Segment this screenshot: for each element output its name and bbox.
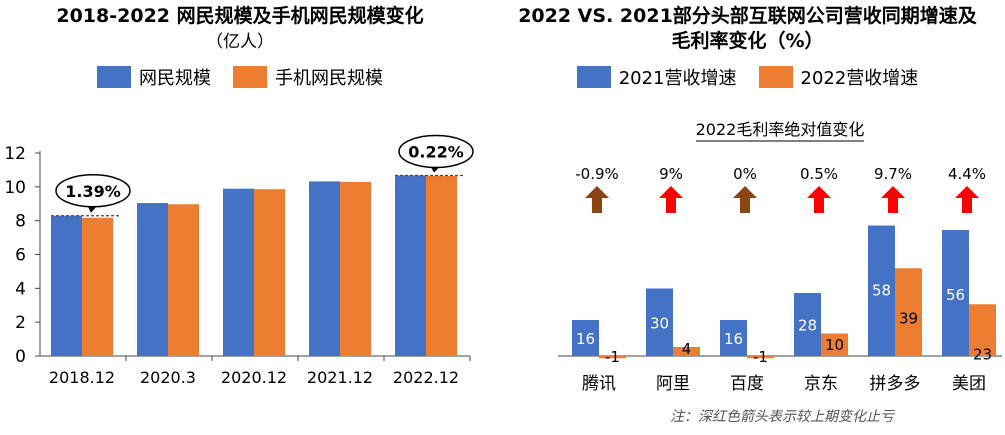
- right-legend: 2021营收增速 2022营收增速: [490, 64, 1005, 90]
- y-tick-label: 12: [4, 144, 26, 164]
- margin-up-arrow-icon: [659, 186, 683, 213]
- bar-mobile-2022.12: [426, 175, 457, 356]
- y-tick-label: 6: [15, 246, 26, 266]
- x-tick-label: 2022.12: [393, 368, 459, 387]
- right-chart-title-line1: 2022 VS. 2021部分头部互联网公司营收同期增速及: [518, 5, 977, 27]
- x-tick-label: 百度: [730, 374, 764, 394]
- margin-change-label: -0.9%: [575, 165, 619, 183]
- margin-change-label: 4.4%: [948, 165, 986, 183]
- x-tick-label: 美团: [952, 374, 986, 394]
- x-tick-label: 2021.12: [307, 368, 373, 387]
- bar-2021-阿里: [646, 288, 673, 356]
- bar-2021-腾讯: [572, 320, 599, 356]
- left-bar-chart: 0 2 4 6 8 10 12 2018.12 2020.3 2020.12 2021.12 2022…: [4, 134, 474, 387]
- bar-label-2021: 28: [798, 317, 817, 335]
- annotation-callout: 1.39%: [55, 174, 131, 213]
- margin-up-arrow-icon: [807, 186, 831, 213]
- y-tick-label: 2: [15, 313, 26, 333]
- margin-heading: 2022毛利率绝对值变化: [696, 120, 865, 139]
- legend-swatch-blue: [576, 66, 611, 88]
- left-legend: 网民规模 手机网民规模: [0, 64, 480, 90]
- y-tick-label: 8: [15, 212, 26, 232]
- bar-mobile-2020.3: [168, 204, 199, 356]
- x-tick-label: 拼多多: [870, 374, 921, 394]
- margin-change-label: 9%: [659, 165, 683, 183]
- margin-up-arrow-icon: [881, 186, 905, 213]
- legend-label: 2021营收增速: [618, 68, 737, 89]
- y-tick-label: 0: [15, 347, 26, 367]
- x-tick-label: 阿里: [656, 374, 690, 394]
- y-tick-label: 4: [15, 279, 26, 299]
- legend-label: 2022营收增速: [800, 68, 919, 89]
- x-tick-label: 2020.12: [221, 368, 287, 387]
- legend-swatch-orange: [233, 66, 267, 88]
- bar-2022-腾讯: [599, 356, 626, 359]
- bar-mobile-2021.12: [340, 181, 371, 356]
- legend-swatch-orange: [758, 66, 793, 88]
- annotation-callout: 0.22%: [398, 134, 474, 173]
- bar-2022-美团: [969, 304, 996, 356]
- margin-up-arrow-icon: [585, 186, 609, 213]
- bar-mobile-2018.12: [82, 217, 113, 356]
- x-tick-label: 2018.12: [49, 368, 115, 387]
- bar-label-2022: 4: [682, 340, 692, 358]
- bar-label-2021: 16: [576, 330, 595, 348]
- bar-netizens-2020.12: [223, 188, 254, 356]
- x-tick-label: 2020.3: [140, 368, 196, 387]
- bar-2021-拼多多: [868, 225, 895, 356]
- bar-2022-百度: [747, 356, 774, 359]
- callout-label: 1.39%: [65, 182, 121, 201]
- callout-ellipse: [398, 134, 474, 169]
- left-chart-subtitle: （亿人）: [206, 32, 274, 52]
- x-tick-label: 京东: [804, 374, 838, 394]
- margin-change-label: 0.5%: [800, 165, 838, 183]
- right-chart-title-line2: 毛利率变化（%）: [671, 30, 824, 52]
- bar-label-2021: 56: [946, 286, 965, 304]
- legend-item-2021: 2021营收增速: [576, 64, 737, 90]
- bar-label-2022: 23: [973, 345, 992, 363]
- y-tick-label: 10: [4, 178, 26, 198]
- bar-netizens-2021.12: [309, 181, 340, 356]
- legend-item-netizens: 网民规模: [97, 64, 211, 90]
- legend-item-mobile-netizens: 手机网民规模: [233, 64, 383, 90]
- legend-item-2022: 2022营收增速: [758, 64, 919, 90]
- bar-netizens-2022.12: [395, 175, 426, 356]
- bar-mobile-2020.12: [254, 189, 285, 356]
- left-chart-title: 2018-2022 网民规模及手机网民规模变化: [56, 5, 424, 27]
- legend-label: 网民规模: [139, 68, 211, 89]
- bar-label-2021: 30: [650, 314, 669, 332]
- bar-label-2021: 16: [724, 330, 743, 348]
- legend-swatch-blue: [97, 66, 131, 88]
- bar-label-2022: 10: [825, 336, 844, 354]
- bar-2022-阿里: [673, 347, 700, 356]
- left-chart-panel: 2018-2022 网民规模及手机网民规模变化 （亿人） 网民规模 手机网民规模…: [0, 0, 480, 435]
- legend-label: 手机网民规模: [275, 68, 383, 89]
- margin-up-arrow-icon: [733, 186, 757, 213]
- margin-change-label: 0%: [733, 165, 757, 183]
- callout-label: 0.22%: [408, 142, 464, 161]
- bar-netizens-2018.12: [51, 215, 82, 356]
- margin-change-label: 9.7%: [874, 165, 912, 183]
- bar-2022-京东: [821, 333, 848, 356]
- chart-note: 注：深红色箭头表示较上期变化止亏: [670, 409, 894, 425]
- x-tick-label: 腾讯: [582, 374, 616, 394]
- bar-netizens-2020.3: [137, 203, 168, 356]
- bar-2022-拼多多: [895, 268, 922, 356]
- callout-ellipse: [55, 174, 131, 208]
- margin-up-arrow-icon: [955, 186, 979, 213]
- right-bar-chart: 2022毛利率绝对值变化 16 -1 腾讯 -0.9% 30 4 阿里 9% 16 -1 百度 0% 28…: [558, 120, 1002, 394]
- bar-2021-美团: [942, 230, 969, 356]
- bar-label-2022: -1: [605, 348, 620, 366]
- bar-label-2022: 39: [899, 309, 918, 327]
- bar-label-2022: -1: [753, 348, 768, 366]
- bar-2021-百度: [720, 320, 747, 356]
- right-chart-panel: 2022 VS. 2021部分头部互联网公司营收同期增速及 毛利率变化（%） 2…: [490, 0, 1005, 435]
- bar-label-2021: 58: [872, 282, 891, 300]
- bar-2021-京东: [794, 293, 821, 356]
